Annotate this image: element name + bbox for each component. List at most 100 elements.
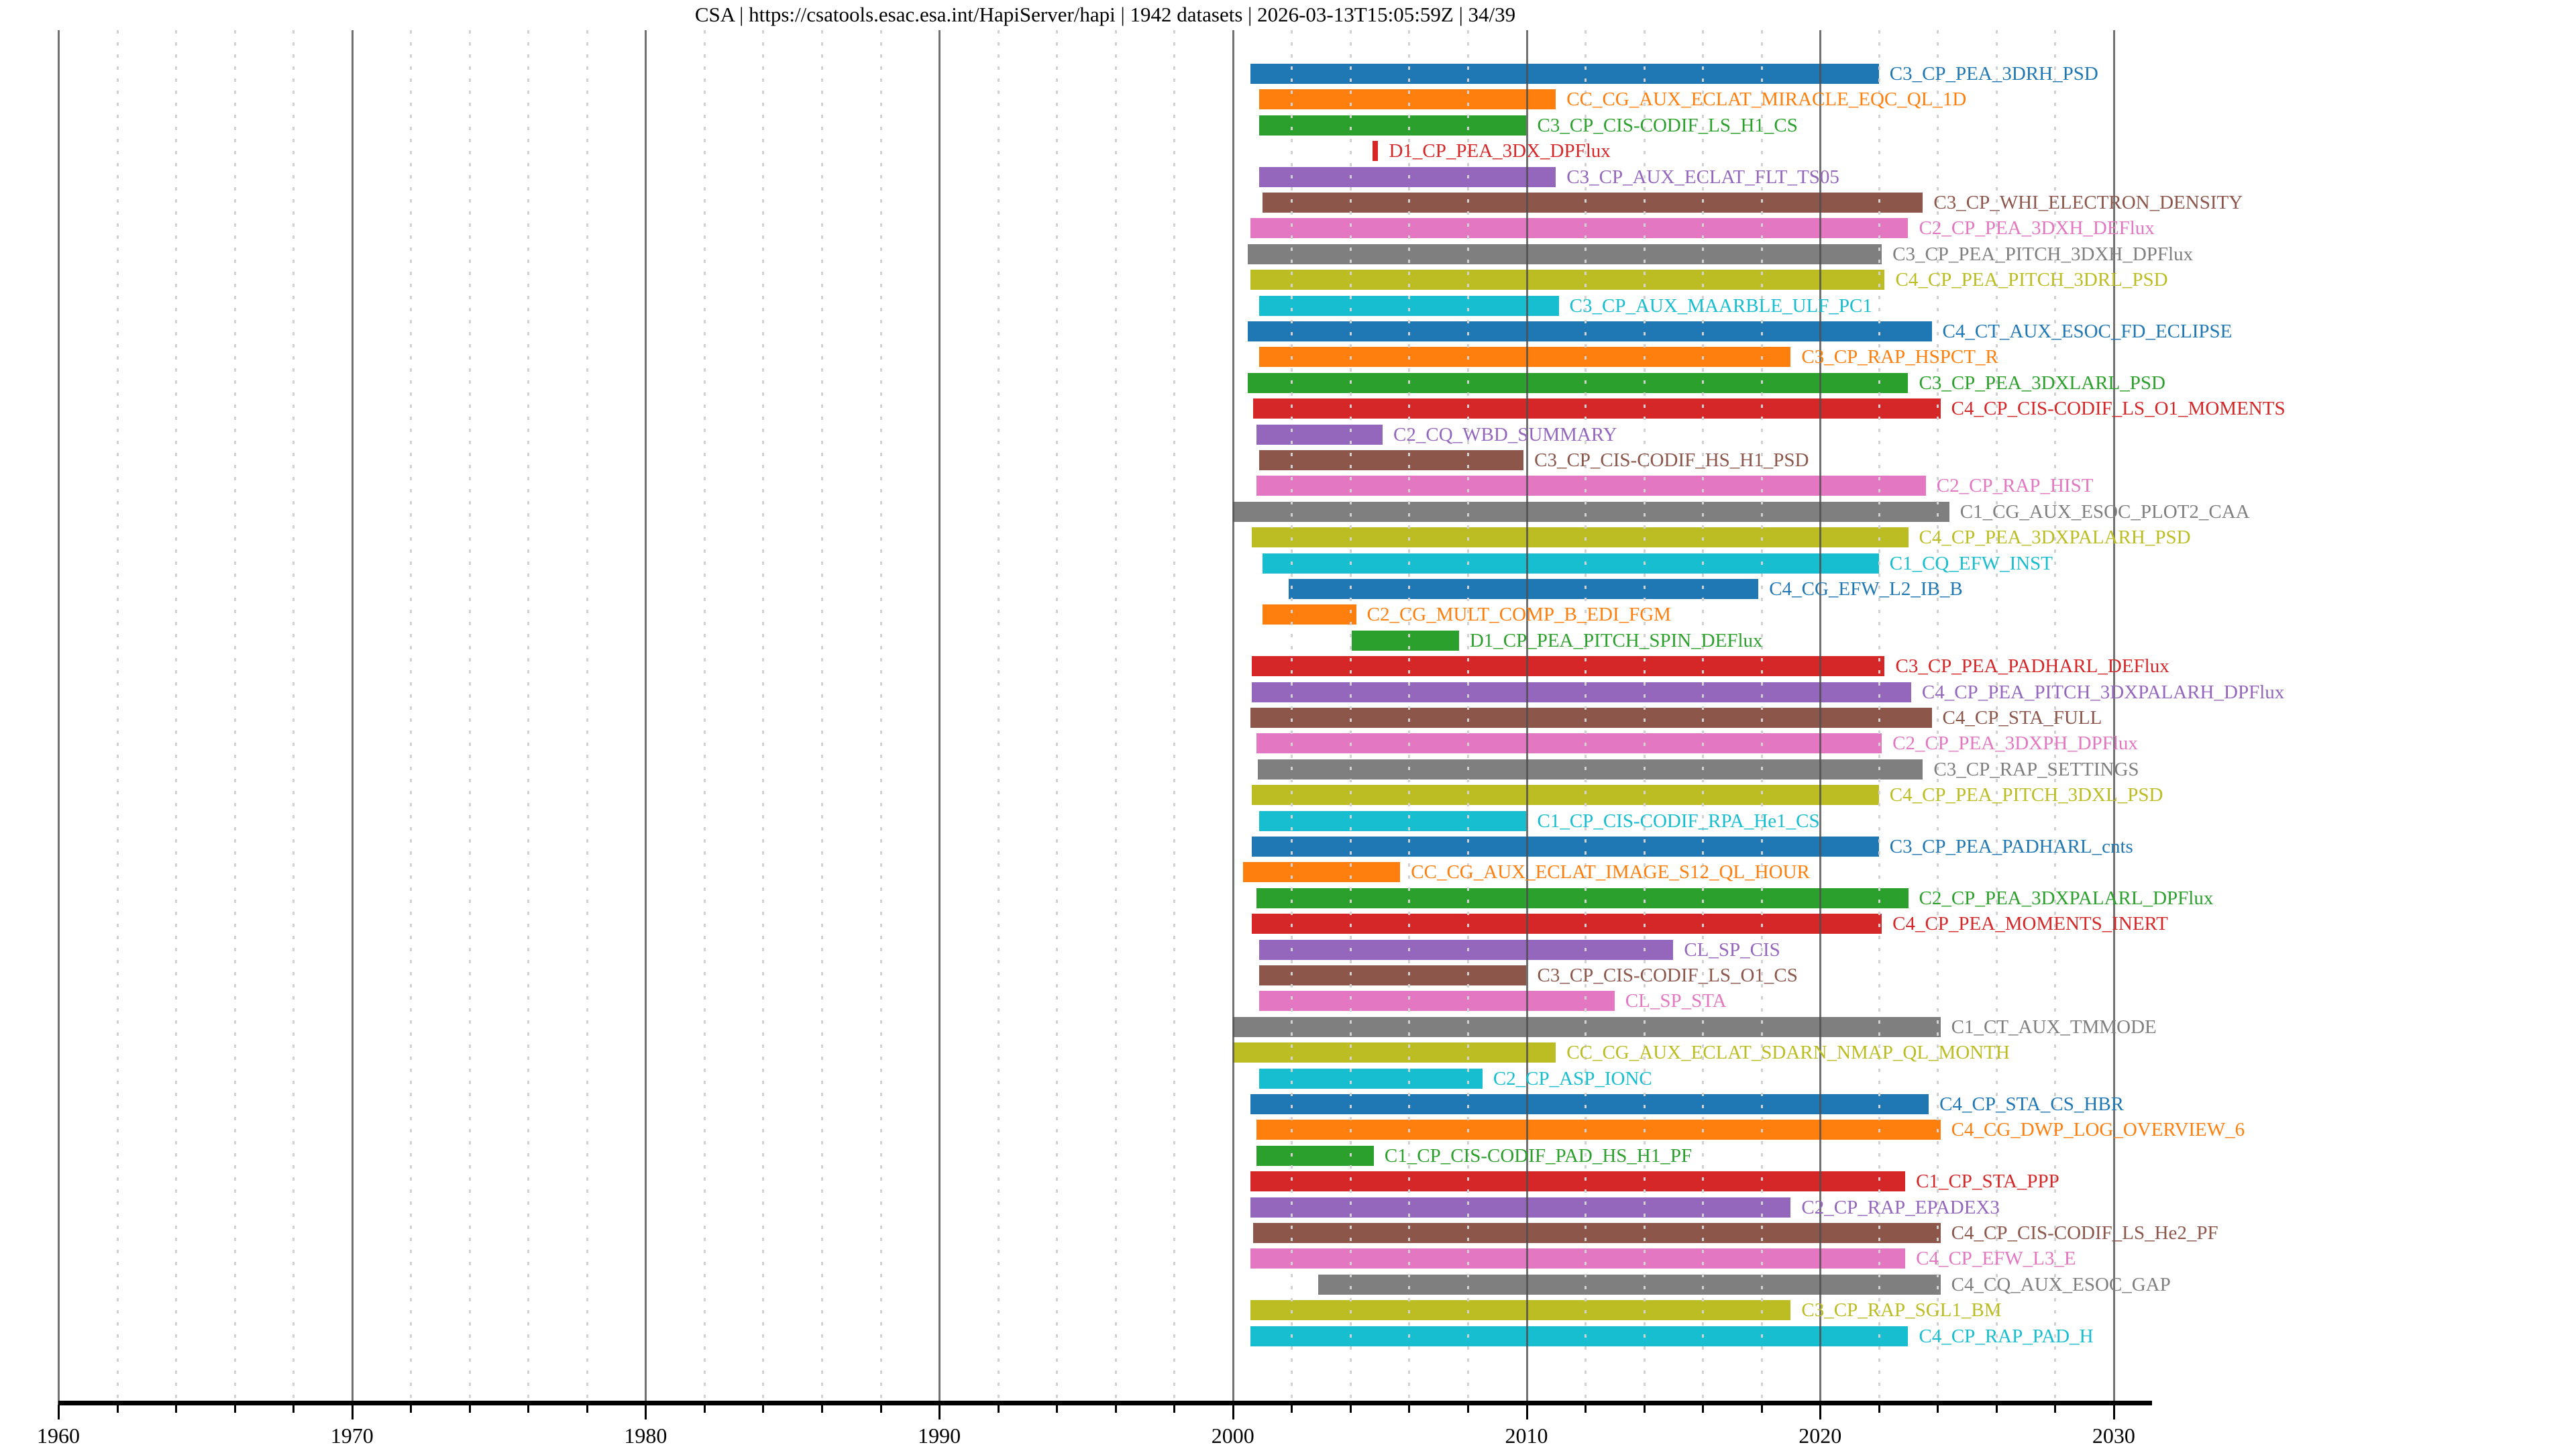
dataset-bar: [1253, 398, 1941, 419]
dataset-bar: [1250, 1300, 1791, 1321]
dataset-label: C3_CP_PEA_3DXLARL_PSD: [1919, 372, 2165, 394]
dataset-label: C2_CP_RAP_EPADEX3: [1801, 1196, 2000, 1218]
minor-gridline: [762, 30, 765, 1405]
minor-tick: [527, 1405, 530, 1413]
dataset-bar: [1250, 1171, 1906, 1192]
dataset-bar: [1259, 89, 1556, 110]
figure-title: CSA | https://csatools.esac.esa.int/Hapi…: [694, 3, 1516, 26]
dataset-label: C3_CP_CIS-CODIF_LS_H1_CS: [1537, 114, 1798, 136]
minor-gridline: [821, 30, 824, 1405]
dataset-label: C4_CP_EFW_L3_E: [1916, 1248, 2076, 1270]
minor-tick: [468, 1405, 471, 1413]
dataset-bar: [1252, 656, 1885, 677]
minor-gridline: [1643, 30, 1646, 1405]
dataset-bar: [1243, 862, 1401, 883]
major-tick: [1525, 1405, 1528, 1419]
minor-gridline: [292, 30, 295, 1405]
minor-gridline: [1056, 30, 1059, 1405]
minor-gridline: [1878, 30, 1880, 1405]
minor-tick: [762, 1405, 765, 1413]
dataset-label: C4_CP_PEA_PITCH_3DXL_PSD: [1889, 784, 2163, 806]
dataset-bar: [1252, 837, 1879, 857]
dataset-label: C4_CG_EFW_L2_IB_B: [1769, 578, 1963, 600]
dataset-label: C3_CP_RAP_HSPCT_R: [1801, 346, 1998, 368]
dataset-label: C4_CP_STA_CS_HBR: [1939, 1093, 2125, 1115]
dataset-label: C4_CG_DWP_LOG_OVERVIEW_6: [1951, 1119, 2245, 1141]
minor-gridline: [468, 30, 471, 1405]
dataset-bar: [1252, 785, 1879, 806]
major-gridline: [938, 30, 941, 1405]
dataset-label: C4_CP_RAP_PAD_H: [1919, 1325, 2094, 1347]
axis-tick-label: 1990: [918, 1424, 961, 1448]
minor-gridline: [527, 30, 530, 1405]
minor-gridline: [175, 30, 178, 1405]
dataset-label: C1_CT_AUX_TMMODE: [1951, 1016, 2157, 1038]
minor-gridline: [233, 30, 236, 1405]
major-tick: [58, 1405, 60, 1419]
dataset-label: C3_CP_PEA_PITCH_3DXH_DPFlux: [1892, 243, 2194, 265]
major-tick: [645, 1405, 647, 1419]
dataset-bar: [1232, 501, 1949, 522]
dataset-bar: [1250, 218, 1909, 239]
dataset-bar: [1256, 1145, 1374, 1166]
dataset-label: C2_CG_MULT_COMP_B_EDI_FGM: [1366, 604, 1671, 626]
dataset-label: D1_CP_PEA_3DX_DPFlux: [1389, 140, 1611, 162]
dataset-bar: [1262, 553, 1879, 574]
dataset-label: D1_CP_PEA_PITCH_SPIN_DEFlux: [1469, 629, 1763, 651]
minor-gridline: [1995, 30, 1998, 1405]
minor-gridline: [1408, 30, 1411, 1405]
dataset-bar: [1258, 759, 1923, 780]
major-gridline: [1232, 30, 1234, 1405]
minor-tick: [116, 1405, 119, 1413]
minor-gridline: [1760, 30, 1763, 1405]
minor-tick: [175, 1405, 178, 1413]
dataset-bar: [1253, 1223, 1941, 1243]
dataset-label: C2_CP_RAP_HIST: [1936, 475, 2094, 497]
dataset-bar: [1352, 630, 1459, 651]
dataset-label: C3_CP_PEA_PADHARL_DEFlux: [1895, 655, 2169, 678]
dataset-bar: [1256, 476, 1926, 496]
dataset-bar: [1259, 450, 1524, 470]
minor-gridline: [1173, 30, 1176, 1405]
minor-tick: [410, 1405, 413, 1413]
major-tick: [1819, 1405, 1822, 1419]
dataset-bar: [1250, 1197, 1791, 1218]
x-axis-line: [58, 1401, 2152, 1405]
dataset-bar: [1252, 914, 1882, 934]
major-tick: [351, 1405, 354, 1419]
axis-tick-label: 1970: [330, 1424, 374, 1448]
major-tick: [1232, 1405, 1234, 1419]
minor-tick: [1173, 1405, 1176, 1413]
major-gridline: [2112, 30, 2115, 1405]
dataset-bar: [1259, 965, 1527, 985]
dataset-label: C1_CP_STA_PPP: [1916, 1171, 2059, 1193]
minor-tick: [879, 1405, 882, 1413]
minor-tick: [1466, 1405, 1469, 1413]
axis-tick-label: 1960: [37, 1424, 80, 1448]
axis-tick-label: 2000: [1211, 1424, 1254, 1448]
dataset-bar: [1250, 1094, 1929, 1114]
minor-gridline: [997, 30, 1000, 1405]
minor-gridline: [586, 30, 588, 1405]
dataset-label: C1_CP_CIS-CODIF_PAD_HS_H1_PF: [1384, 1144, 1693, 1167]
major-gridline: [1525, 30, 1528, 1405]
dataset-label: CC_CG_AUX_ECLAT_MIRACLE_EQC_QL_1D: [1566, 89, 1967, 111]
minor-tick: [997, 1405, 1000, 1413]
dataset-label: C2_CQ_WBD_SUMMARY: [1393, 423, 1617, 445]
minor-tick: [586, 1405, 588, 1413]
major-tick: [2112, 1405, 2115, 1419]
dataset-label: C3_CP_WHI_ELECTRON_DENSITY: [1933, 192, 2243, 213]
minor-tick: [1408, 1405, 1411, 1413]
dataset-label: C1_CG_AUX_ESOC_PLOT2_CAA: [1960, 500, 2250, 523]
dataset-label: C4_CP_STA_FULL: [1942, 707, 2102, 729]
minor-tick: [703, 1405, 706, 1413]
dataset-bar: [1256, 1120, 1941, 1140]
minor-tick: [1760, 1405, 1763, 1413]
dataset-bar: [1250, 270, 1885, 290]
minor-gridline: [1585, 30, 1587, 1405]
dataset-label: C4_CP_PEA_MOMENTS_INERT: [1892, 913, 2168, 935]
minor-tick: [292, 1405, 295, 1413]
axis-tick-label: 2030: [2092, 1424, 2135, 1448]
